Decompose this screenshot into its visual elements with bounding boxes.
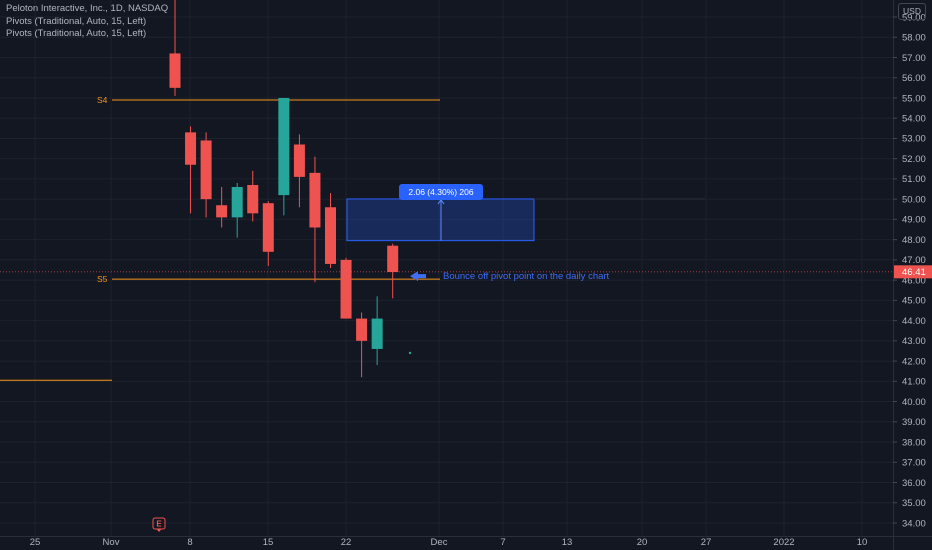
price-tick-label: 55.00	[902, 93, 926, 104]
candle-body[interactable]	[340, 259, 352, 319]
price-tick-label: 36.00	[902, 478, 926, 489]
candle-body[interactable]	[231, 187, 243, 218]
candle[interactable]	[356, 312, 368, 378]
price-tick-label: 51.00	[902, 174, 926, 185]
time-tick-label: 8	[187, 537, 192, 548]
candle[interactable]	[200, 132, 212, 218]
price-tick-label: 57.00	[902, 53, 926, 64]
price-tick-label: 41.00	[902, 377, 926, 388]
price-tick-label: 38.00	[902, 437, 926, 448]
annotation-arrow-icon	[410, 271, 426, 282]
time-tick-label: 7	[500, 537, 505, 548]
currency-button[interactable]: USD	[898, 3, 926, 20]
candle-body[interactable]	[309, 172, 321, 228]
pivot-lines: S4 S5	[0, 95, 440, 381]
candlestick-series[interactable]	[169, 0, 412, 378]
candle[interactable]	[387, 243, 399, 299]
candle[interactable]	[247, 170, 259, 222]
price-tick-label: 40.00	[902, 397, 926, 408]
indicator-label[interactable]: Pivots (Traditional, Auto, 15, Left)	[6, 15, 147, 27]
price-tick-label: 35.00	[902, 498, 926, 509]
candle[interactable]	[293, 134, 305, 208]
candle[interactable]	[216, 187, 228, 228]
chart-annotation[interactable]: Bounce off pivot point on the daily char…	[410, 271, 610, 282]
time-tick-label: 2022	[773, 537, 794, 548]
candle[interactable]	[309, 156, 321, 283]
time-tick-label: 13	[562, 537, 573, 548]
price-axis[interactable]: 34.00 35.00 36.00 37.00 38.00 39.00 40.00 41.00…	[893, 0, 932, 550]
price-tick-label: 52.00	[902, 154, 926, 165]
price-tick-label: 53.00	[902, 134, 926, 145]
chart-legend: Peloton Interactive, Inc., 1D, NASDAQ Pi…	[6, 3, 168, 41]
earnings-marker-icon[interactable]: E	[152, 517, 166, 532]
last-price-badge	[894, 265, 932, 279]
price-tick-label: 47.00	[902, 255, 926, 266]
price-tick-label: 34.00	[902, 518, 926, 529]
measure-label-box	[399, 184, 483, 200]
price-tick-label: 50.00	[902, 194, 926, 205]
price-tick-label: 58.00	[902, 33, 926, 44]
price-tick-label: 56.00	[902, 73, 926, 84]
candle-body[interactable]	[262, 203, 274, 252]
time-tick-label: 25	[30, 537, 41, 548]
price-tick-label: 43.00	[902, 336, 926, 347]
candle[interactable]	[371, 296, 383, 366]
candle[interactable]	[278, 97, 290, 216]
indicator-label[interactable]: Pivots (Traditional, Auto, 15, Left)	[6, 28, 147, 39]
earnings-marker-pointer	[156, 529, 162, 532]
price-tick-label: 45.00	[902, 296, 926, 307]
price-tick-label: 44.00	[902, 316, 926, 327]
price-tick-label: 42.00	[902, 356, 926, 367]
candle-body[interactable]	[293, 144, 305, 177]
candle-body[interactable]	[278, 97, 290, 196]
time-tick-label: Nov	[103, 537, 120, 548]
time-axis[interactable]: 25 Nov 8 15 22 Dec 7 13 20 27 2022 10 E	[0, 517, 932, 548]
candle[interactable]	[340, 257, 352, 319]
annotation-text[interactable]: Bounce off pivot point on the daily char…	[443, 271, 610, 282]
price-tick-label: 46.00	[902, 275, 926, 286]
candle-body[interactable]	[247, 184, 259, 214]
pivot-label-s5: S5	[97, 274, 108, 284]
candle[interactable]	[231, 182, 243, 238]
time-tick-label: 27	[701, 537, 712, 548]
candle[interactable]	[325, 193, 336, 268]
chart-grid	[0, 0, 893, 536]
measure-label: 2.06 (4.30%) 206	[408, 187, 473, 197]
time-tick-label: 20	[637, 537, 648, 548]
candle-body[interactable]	[169, 53, 181, 88]
price-tick-label: 37.00	[902, 458, 926, 469]
candle-body[interactable]	[371, 318, 383, 349]
symbol-title[interactable]: Peloton Interactive, Inc., 1D, NASDAQ	[6, 3, 169, 14]
last-price-label: 46.41	[902, 267, 926, 278]
candle-body[interactable]	[185, 132, 197, 165]
price-tick-label: 49.00	[902, 215, 926, 226]
candle[interactable]	[262, 201, 274, 266]
candle-body[interactable]	[325, 207, 336, 264]
price-tick-label: 54.00	[902, 114, 926, 125]
marker-dot	[408, 351, 412, 355]
price-tick-label: 59.00	[902, 12, 926, 23]
price-tick-label: 48.00	[902, 235, 926, 246]
time-tick-label: 15	[263, 537, 274, 548]
candle-body[interactable]	[387, 245, 399, 273]
pivot-label-s4: S4	[97, 95, 108, 105]
earnings-marker-label: E	[156, 520, 162, 529]
candle[interactable]	[185, 126, 197, 214]
price-tick-label: 39.00	[902, 417, 926, 428]
candle-body[interactable]	[216, 205, 228, 218]
price-range-measure[interactable]: 2.06 (4.30%) 206	[346, 184, 705, 242]
time-tick-label: 10	[857, 537, 868, 548]
candle[interactable]	[169, 0, 181, 96]
candle-body[interactable]	[356, 318, 368, 341]
candle-body[interactable]	[200, 140, 212, 200]
time-tick-label: 22	[341, 537, 352, 548]
time-tick-label: Dec	[431, 537, 448, 548]
